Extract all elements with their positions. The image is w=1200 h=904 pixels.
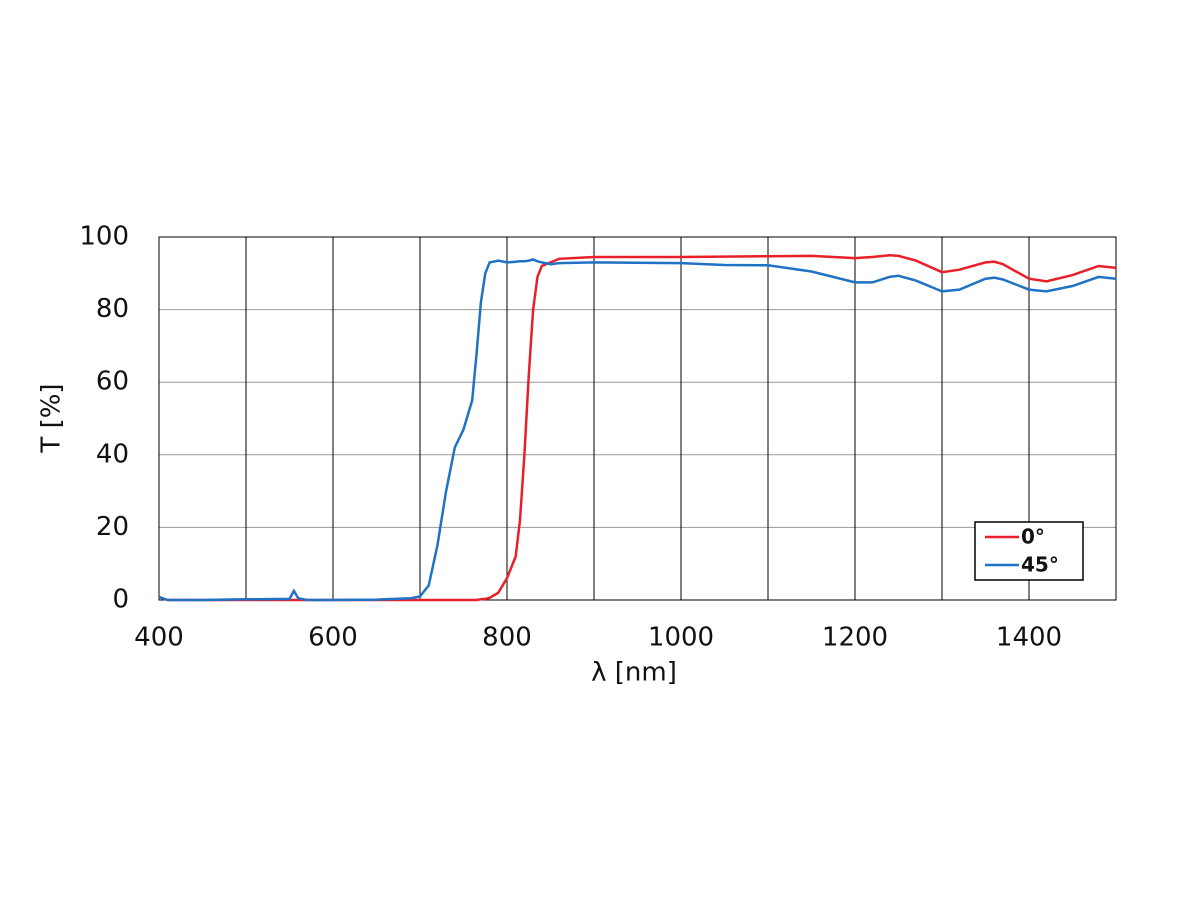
legend-label: 0°: [1021, 525, 1045, 549]
x-tick-label: 1200: [822, 623, 888, 653]
x-tick-label: 1400: [996, 623, 1062, 653]
x-tick-label: 800: [482, 623, 532, 653]
x-axis-label: λ [nm]: [591, 658, 677, 688]
y-tick-label: 20: [96, 512, 129, 542]
y-tick-label: 60: [96, 367, 129, 397]
x-tick-label: 1000: [648, 623, 714, 653]
x-tick-label: 400: [134, 623, 184, 653]
y-tick-label: 40: [96, 439, 129, 469]
legend-label: 45°: [1021, 553, 1059, 577]
series-line: [158, 253, 1117, 602]
y-axis-label: T [%]: [37, 383, 67, 453]
legend-box: [974, 521, 1084, 581]
x-tick-label: 600: [308, 623, 358, 653]
y-tick-label: 0: [112, 585, 129, 615]
plot-frame: [158, 236, 1117, 601]
y-tick-label: 100: [79, 222, 129, 252]
series-line: [158, 258, 1117, 602]
y-tick-label: 80: [96, 294, 129, 324]
